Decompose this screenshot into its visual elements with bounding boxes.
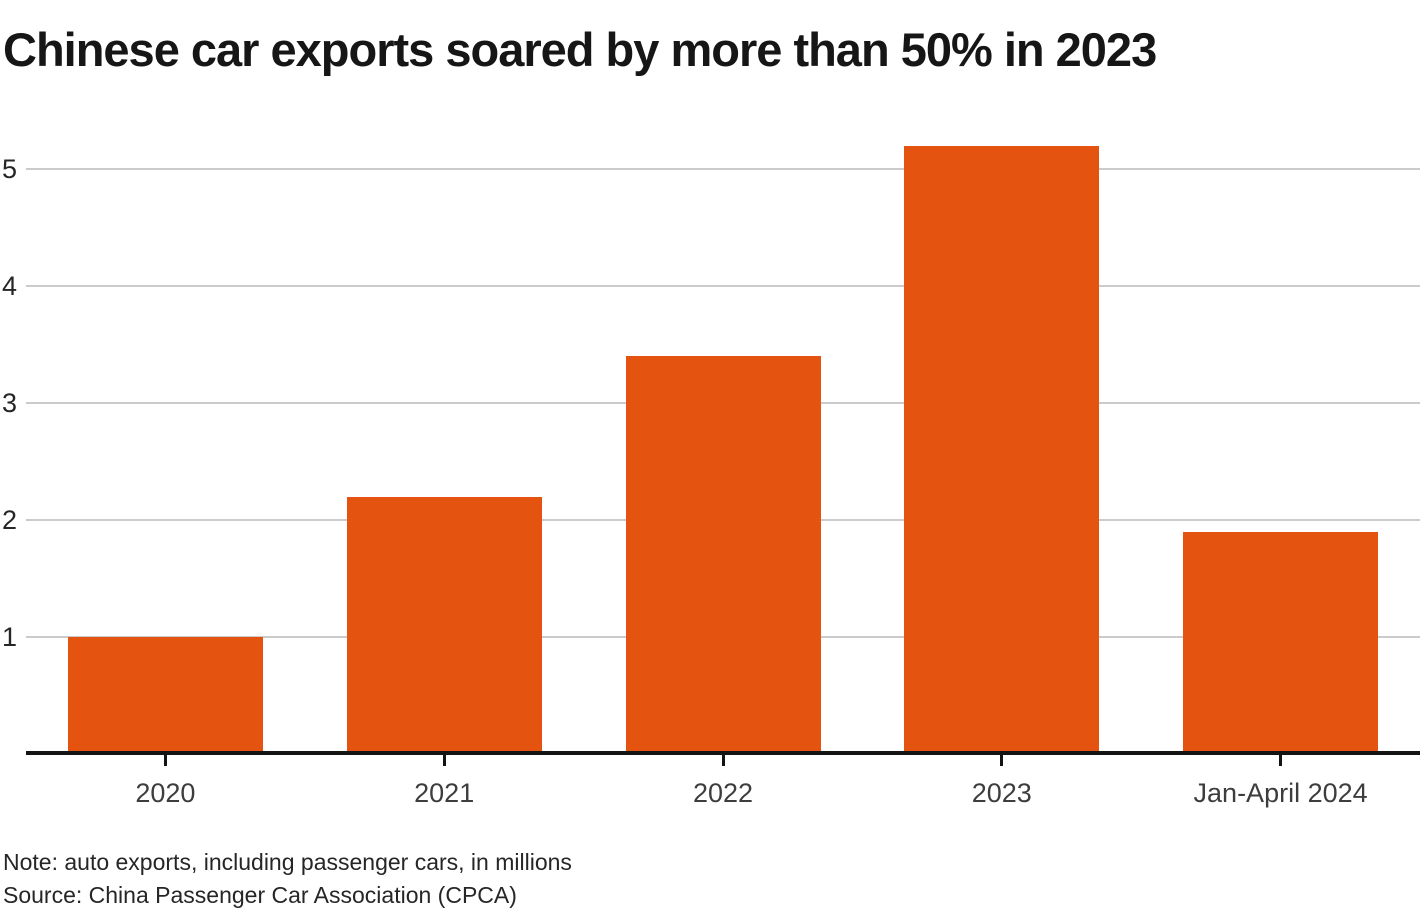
bar-2022 [626, 356, 821, 754]
x-axis-label-2023: 2023 [971, 778, 1032, 808]
y-axis-label-4: 4 [2, 271, 18, 302]
gridline-y5 [26, 168, 1420, 171]
chart-footer: Note: auto exports, including passenger … [3, 846, 572, 912]
y-axis-label-3: 3 [2, 388, 18, 419]
bar-2023 [904, 146, 1099, 754]
bar-2021 [347, 497, 542, 754]
x-axis-tick-2021 [442, 755, 446, 766]
gridline-y4 [26, 285, 1420, 288]
x-axis-tick-jan-april-2024 [1279, 755, 1283, 766]
chart-title: Chinese car exports soared by more than … [3, 23, 1157, 76]
y-axis-label-2: 2 [2, 505, 18, 536]
bar-2020 [68, 637, 263, 754]
x-axis-line [26, 751, 1420, 755]
chart-source: Source: China Passenger Car Association … [3, 882, 517, 908]
y-axis-label-5: 5 [2, 154, 18, 185]
x-axis-label-jan-april-2024: Jan-April 2024 [1193, 778, 1368, 808]
x-axis-tick-2023 [1000, 755, 1004, 766]
x-axis-label-2020: 2020 [135, 778, 196, 808]
x-axis-label-2021: 2021 [414, 778, 475, 808]
x-axis-label-2022: 2022 [692, 778, 754, 808]
chart-note: Note: auto exports, including passenger … [3, 849, 572, 875]
x-axis-tick-2022 [721, 755, 725, 766]
bar-chart-plot-area [26, 139, 1420, 754]
x-axis-tick-2020 [163, 755, 167, 766]
y-axis-label-1: 1 [2, 622, 18, 653]
bar-jan-april-2024 [1183, 532, 1378, 754]
